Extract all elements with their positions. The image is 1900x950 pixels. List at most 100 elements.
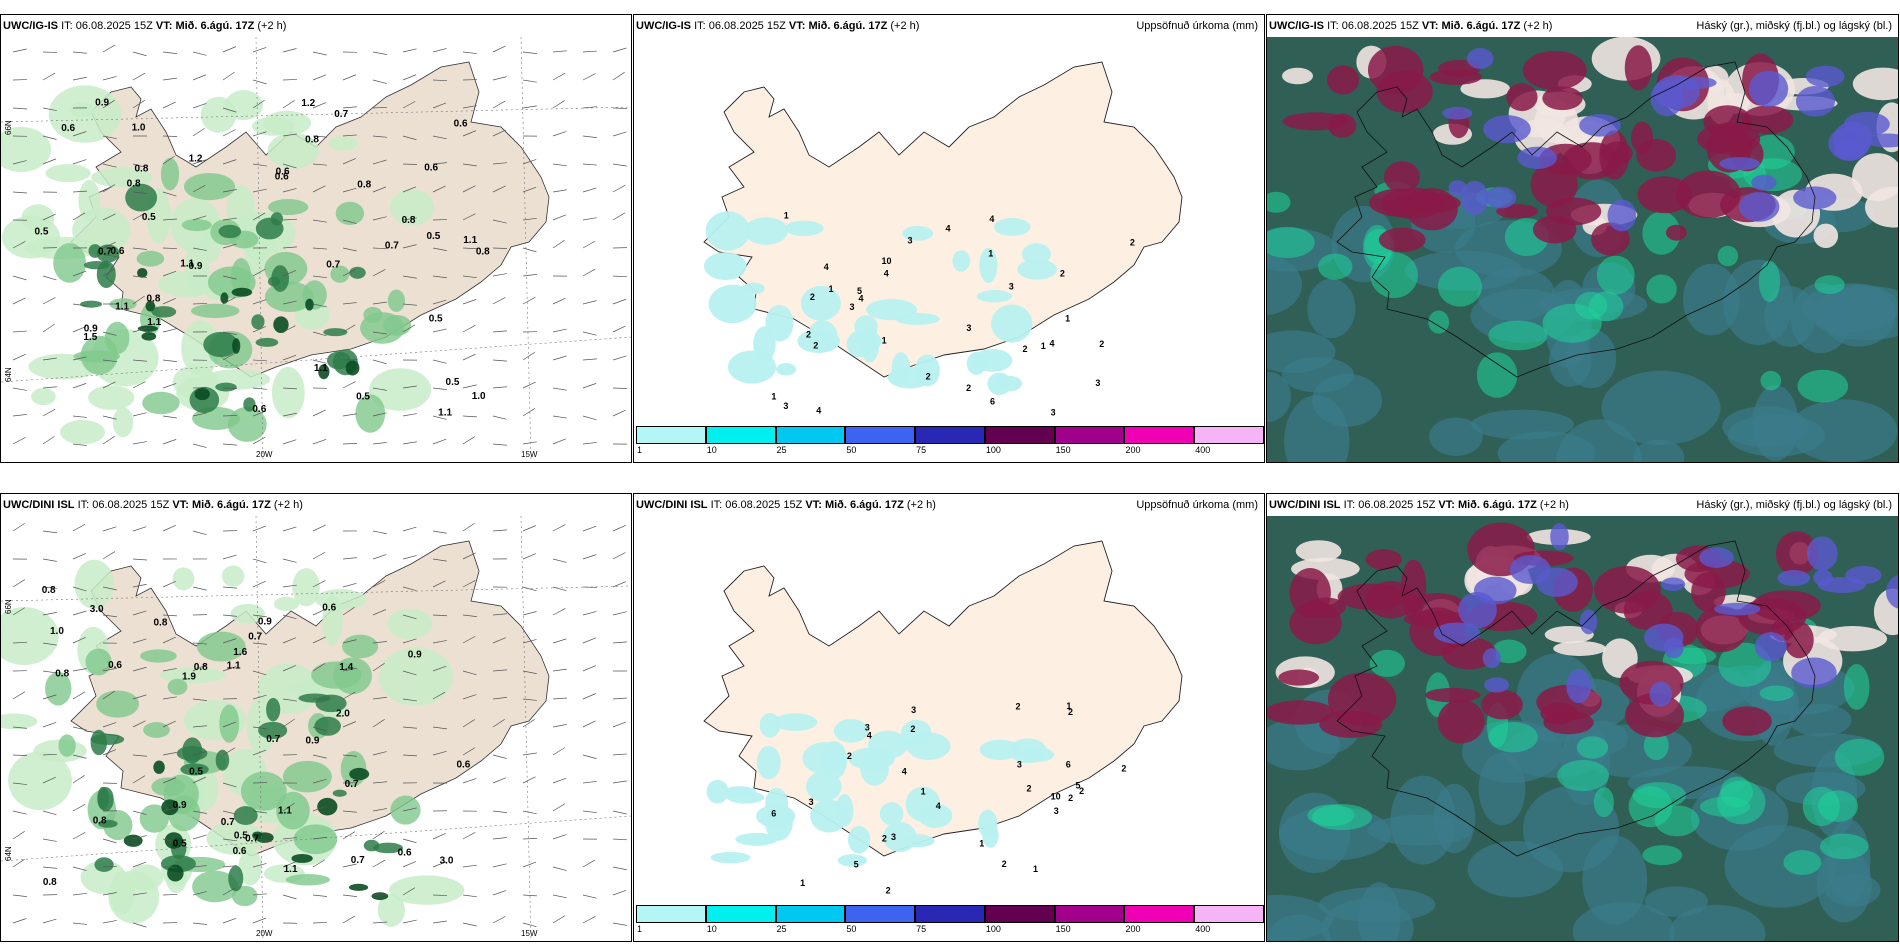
colorbar-swatch [705, 905, 776, 923]
valid-time: Mið. 6.ágú. 17Z [191, 499, 271, 511]
model-name: UWC/IG-IS [3, 20, 58, 32]
precip-value: 4 [824, 262, 829, 272]
precip-value: 3 [1054, 806, 1059, 816]
precip-value: 1 [882, 336, 887, 346]
valid-label: VT: [1421, 20, 1439, 32]
colorbar-tick: 10 [706, 924, 717, 934]
colorbar-tick: 25 [776, 924, 787, 934]
precip-value: 5 [857, 286, 862, 296]
conv-value: 0.7 [326, 260, 340, 271]
colorbar-swatch [915, 426, 985, 444]
lead-time: (+2 h) [1523, 20, 1553, 32]
precip-value: 1 [1033, 864, 1038, 874]
precip-colorbar: 1 10 25 50 75 100 150 200 400 [636, 905, 1264, 939]
conv-value: 0.8 [194, 662, 208, 673]
conv-value: 0.9 [95, 98, 109, 109]
colorbar-swatch [1124, 426, 1195, 444]
colorbar-tick: 75 [916, 924, 927, 934]
valid-label: VT: [805, 499, 822, 511]
issue-label: IT: [61, 20, 73, 32]
colorbar-swatch [1054, 426, 1125, 444]
precip-value: 10 [1051, 791, 1061, 801]
issue-time: 06.08.2025 15Z [92, 499, 170, 511]
conv-value: 0.9 [84, 323, 98, 334]
wind-barbs [12, 44, 628, 448]
precip-value: 2 [1016, 702, 1021, 712]
colorbar-swatch [775, 905, 846, 923]
conv-value: 0.5 [234, 830, 248, 841]
colorbar-swatch [1194, 426, 1264, 444]
conv-value: 2.0 [336, 708, 350, 719]
precip-field [703, 211, 1057, 396]
valid-time: Mið. 6.ágú. 17Z [808, 20, 888, 32]
conv-value: 1.1 [115, 301, 129, 312]
conv-value: 1.6 [233, 647, 247, 658]
colorbar-swatch [775, 426, 846, 444]
valid-label: VT: [155, 20, 173, 32]
precip-value: 3 [809, 797, 814, 807]
precip-value: 2 [966, 383, 971, 393]
conv-value: 0.6 [275, 171, 289, 182]
colorbar-swatch [915, 905, 985, 923]
conv-value: 0.9 [188, 261, 202, 272]
precip-value: 6 [990, 397, 995, 407]
colorbar-tick: 200 [1125, 445, 1141, 455]
precip-value: 2 [910, 724, 915, 734]
precip-value: 2 [1002, 859, 1007, 869]
precip-title: Uppsöfnuð úrkoma (mm) [1136, 499, 1258, 511]
colorbar-swatch [705, 426, 776, 444]
colorbar-swatch [636, 426, 706, 444]
model-name: UWC/DINI ISL [1269, 499, 1341, 511]
precip-value: 1 [988, 248, 993, 258]
precip-value: 2 [1130, 238, 1135, 248]
lon-label: 20W [256, 929, 273, 938]
conv-value: 0.9 [173, 800, 187, 811]
conv-value: 0.7 [266, 734, 280, 745]
precip-value: 3 [891, 832, 896, 842]
conv-value: 0.9 [258, 616, 272, 627]
conv-value: 0.6 [252, 404, 266, 415]
precip-value: 1 [1041, 341, 1046, 351]
colorbar-tick: 25 [776, 445, 787, 455]
conv-value: 0.6 [322, 603, 336, 614]
model-name: UWC/IG-IS [636, 20, 691, 32]
conv-value: 3.0 [90, 604, 104, 615]
panel-header: UWC/DINI ISL IT: 06.08.2025 15Z VT: Mið.… [1, 494, 631, 516]
cloud-map [1267, 516, 1898, 941]
valid-label: VT: [788, 20, 806, 32]
valid-label: VT: [172, 499, 189, 511]
precip-value: 2 [1060, 269, 1065, 279]
precip-value: 3 [1009, 282, 1014, 292]
conv-value: 1.1 [278, 806, 292, 817]
conv-value: 0.8 [43, 877, 57, 888]
conv-value: 0.5 [356, 391, 370, 402]
precip-value: 2 [1099, 339, 1104, 349]
conv-value: 0.7 [221, 817, 235, 828]
conv-value: 0.7 [351, 855, 365, 866]
precip-value: 1 [828, 284, 833, 294]
precip-value: 2 [1121, 763, 1126, 773]
colorbar-swatch [984, 905, 1055, 923]
cloud-field [1267, 522, 1898, 941]
valid-time: Mið. 6.ágú. 17Z [1441, 20, 1521, 32]
convection-field [1, 85, 435, 445]
panel-cloud-top: UWC/IG-IS IT: 06.08.2025 15Z VT: Mið. 6.… [1266, 14, 1899, 463]
conv-value: 0.7 [345, 779, 359, 790]
precip-value: 1 [979, 838, 984, 848]
lead-time: (+2 h) [906, 499, 936, 511]
wind-barbs [12, 522, 628, 928]
precip-value: 1 [1066, 701, 1071, 711]
valid-time: Mið. 6.ágú. 17Z [824, 499, 904, 511]
panel-header: UWC/DINI ISL IT: 06.08.2025 15Z VT: Mið.… [634, 494, 1264, 516]
conv-value: 0.8 [127, 179, 141, 190]
precip-value: 3 [865, 722, 870, 732]
conv-value: 0.6 [233, 846, 247, 857]
conv-value: 0.8 [154, 618, 168, 629]
precip-value: 3 [1017, 759, 1022, 769]
cloud-map [1267, 37, 1898, 462]
issue-time: 06.08.2025 15Z [75, 20, 153, 32]
conv-value: 1.1 [438, 408, 452, 419]
colorbar-tick: 400 [1195, 924, 1211, 934]
